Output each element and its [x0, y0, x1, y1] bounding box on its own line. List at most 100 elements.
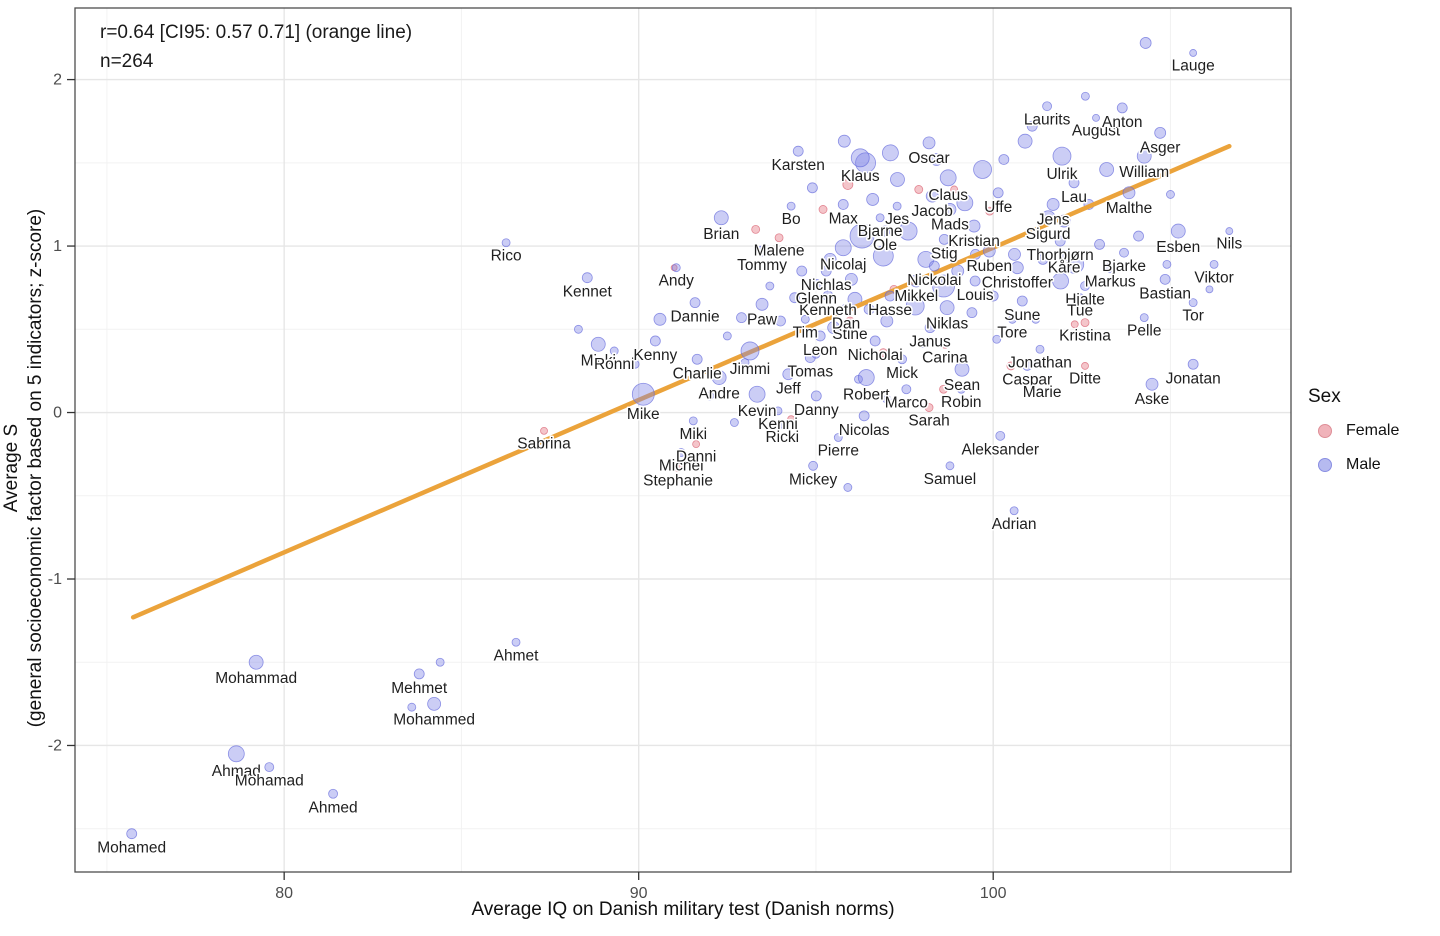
data-point-label: Klaus — [841, 168, 880, 185]
data-point — [1040, 210, 1056, 226]
data-point — [897, 354, 907, 365]
data-point — [843, 483, 853, 492]
tick-label-y: -1 — [48, 571, 62, 588]
data-point-label: Sune — [1004, 307, 1040, 324]
data-point — [973, 160, 992, 179]
data-point-label: Stephanie — [643, 472, 713, 489]
data-point — [985, 206, 995, 216]
data-point-label: Caspar — [1002, 371, 1052, 388]
data-point-label: Mehmet — [391, 680, 448, 697]
data-point — [713, 210, 729, 226]
data-point — [1189, 49, 1198, 57]
data-point-label: Sigurd — [1026, 226, 1071, 243]
data-point — [840, 303, 852, 315]
data-point — [765, 281, 775, 291]
data-point-label: Bjarke — [1102, 258, 1146, 275]
data-point — [845, 316, 855, 326]
data-point — [804, 352, 816, 363]
data-point-label: Mads — [931, 216, 969, 233]
data-point — [818, 205, 828, 214]
data-point — [1065, 254, 1085, 274]
data-point-label: Nicholai — [848, 347, 903, 364]
data-point-label: Markus — [1085, 274, 1136, 291]
data-point-label: Kenneth — [799, 302, 857, 319]
data-point — [810, 390, 822, 402]
data-point — [823, 252, 837, 266]
data-point-label: Jacob — [912, 203, 953, 220]
data-point — [1104, 262, 1116, 274]
data-point — [939, 300, 955, 316]
plot-panel — [75, 8, 1291, 872]
data-point — [945, 461, 955, 471]
data-point — [924, 322, 936, 334]
data-point — [227, 745, 245, 763]
data-point — [837, 134, 851, 148]
data-point-label: Mohammed — [393, 711, 475, 728]
data-point-label: Mohamad — [235, 773, 304, 790]
data-point — [1092, 113, 1100, 122]
data-point — [1116, 102, 1128, 114]
data-point — [736, 312, 747, 324]
data-point — [1225, 227, 1234, 235]
data-point-label: Pelle — [1127, 323, 1161, 340]
data-point — [427, 696, 442, 711]
data-point — [1026, 120, 1038, 132]
data-point-label: Ruben — [966, 258, 1012, 275]
data-point — [992, 334, 1002, 344]
data-point-label: Ahmad — [212, 763, 261, 780]
data-point — [967, 219, 981, 233]
data-point-label: Tommy — [737, 257, 787, 274]
data-point — [1133, 230, 1144, 242]
data-point — [649, 335, 661, 347]
data-point-label: Tore — [997, 324, 1027, 341]
data-point-label: Jonathan — [1008, 354, 1072, 371]
data-point-label: Janus — [909, 334, 951, 351]
data-point — [879, 225, 891, 237]
data-point-label: Mikkel — [894, 288, 938, 305]
data-point — [881, 144, 899, 162]
data-point — [969, 275, 981, 287]
data-point-label: Kåre — [1048, 259, 1081, 276]
data-point — [811, 349, 821, 359]
data-point — [878, 348, 888, 358]
data-point — [1205, 285, 1214, 294]
data-point — [1094, 238, 1105, 250]
data-point-label: Claus — [928, 187, 968, 204]
data-point — [928, 260, 940, 272]
data-point — [581, 272, 593, 284]
tick-label-x: 80 — [275, 885, 293, 902]
data-point — [982, 244, 996, 258]
data-point — [869, 335, 881, 347]
data-point — [1154, 126, 1167, 139]
data-point — [916, 337, 928, 349]
data-point — [806, 182, 818, 194]
data-point — [1054, 235, 1066, 247]
data-point — [540, 426, 548, 435]
data-point — [590, 336, 606, 352]
data-point — [722, 331, 732, 341]
data-point — [630, 359, 640, 369]
data-point-label: Oscar — [908, 150, 949, 167]
data-point-label: Mohammad — [215, 670, 297, 687]
data-point-label: Tue — [1067, 303, 1093, 320]
data-point-label: Danny — [794, 402, 839, 419]
data-point — [691, 353, 703, 365]
data-point — [987, 290, 999, 302]
data-point — [940, 339, 950, 349]
data-point — [676, 448, 686, 457]
data-point — [808, 460, 819, 471]
data-point — [1070, 320, 1079, 329]
female-swatch-icon — [1318, 424, 1332, 438]
data-point — [775, 315, 786, 327]
data-point — [1081, 362, 1089, 370]
data-point — [748, 385, 766, 403]
data-point — [956, 194, 974, 212]
data-point — [858, 410, 870, 422]
data-point — [1188, 298, 1198, 308]
data-point-label: Kenny — [633, 347, 677, 364]
sample-size: n=264 — [100, 51, 154, 72]
data-point — [1162, 259, 1172, 269]
data-point-label: Hjalte — [1065, 292, 1105, 309]
data-point — [1145, 377, 1159, 391]
